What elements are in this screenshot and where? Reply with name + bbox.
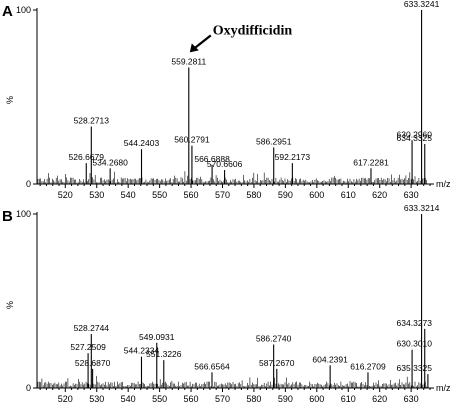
x-tick-label: 610 xyxy=(341,394,356,404)
y-tick-label: 100 xyxy=(16,5,31,15)
x-tick-label: 610 xyxy=(341,190,356,200)
x-tick-label: 600 xyxy=(309,394,324,404)
y-axis-label: % xyxy=(5,96,15,104)
x-tick-label: 630 xyxy=(404,190,419,200)
peak-label: 566.6888 xyxy=(194,154,230,164)
spectrum-panel-b: B 0 100% 520 530 540 550 560 570 580 590 600 610 620 6… xyxy=(2,203,451,404)
x-tick-label: 600 xyxy=(309,190,324,200)
x-tick-label: 580 xyxy=(246,190,261,200)
x-tick-label: 540 xyxy=(121,394,136,404)
peak-label: 544.2334 xyxy=(124,346,160,356)
y-tick-label: 100 xyxy=(16,209,31,219)
peak-label: 634.3273 xyxy=(397,318,433,328)
panel-label: B xyxy=(2,208,13,225)
x-tick-label: 530 xyxy=(89,394,104,404)
peak-label: 560.2791 xyxy=(174,135,210,145)
annotation-label: Oxydifficidin xyxy=(213,23,293,38)
peak-label: 528.2744 xyxy=(74,323,110,333)
peak-label: 551.3226 xyxy=(146,349,182,359)
x-tick-label: 560 xyxy=(184,394,199,404)
x-tick-label: 590 xyxy=(278,190,293,200)
baseline-noise xyxy=(37,375,427,388)
x-tick-label: 620 xyxy=(372,394,387,404)
x-axis-label: m/z xyxy=(436,179,451,189)
x-tick-label: 580 xyxy=(246,394,261,404)
peak-label: 586.2951 xyxy=(256,136,292,146)
peak-label: 633.3214 xyxy=(404,203,440,213)
x-axis-label: m/z xyxy=(436,383,451,393)
panel-label: A xyxy=(2,3,13,20)
peak-label: 566.6564 xyxy=(194,361,230,371)
peak-label: 544.2403 xyxy=(124,138,160,148)
peak-label: 586.2740 xyxy=(256,334,292,344)
x-tick-label: 560 xyxy=(184,190,199,200)
peak-label: 527.2509 xyxy=(70,342,106,352)
peak-label: 633.3241 xyxy=(404,0,440,9)
peak-label: 559.2811 xyxy=(171,56,206,66)
peak-label: 604.2391 xyxy=(312,354,348,364)
peak-label: 592.2173 xyxy=(275,152,311,162)
peak-label: 630.2960 xyxy=(397,130,433,140)
peak-label: 570.6606 xyxy=(207,159,243,169)
x-tick-label: 520 xyxy=(58,394,73,404)
x-tick-label: 590 xyxy=(278,394,293,404)
peak-label: 616.2709 xyxy=(350,361,386,371)
x-tick-label: 570 xyxy=(215,394,230,404)
peak-label: 534.2680 xyxy=(92,157,128,167)
x-tick-label: 550 xyxy=(152,190,167,200)
y-axis-label: % xyxy=(5,301,15,309)
x-tick-label: 570 xyxy=(215,190,230,200)
peak-label: 634.3325 xyxy=(397,133,433,143)
peak-label: 630.3010 xyxy=(397,339,433,349)
annotation-arrowhead xyxy=(189,43,199,53)
x-tick-label: 620 xyxy=(372,190,387,200)
y-tick-label: 0 xyxy=(26,383,31,393)
peak-label: 617.2281 xyxy=(353,157,389,167)
y-tick-label: 0 xyxy=(26,179,31,189)
x-tick-label: 530 xyxy=(89,190,104,200)
peak-label: 635.3325 xyxy=(397,363,433,373)
peak-label: 528.2713 xyxy=(74,116,110,126)
x-tick-label: 540 xyxy=(121,190,136,200)
x-tick-label: 630 xyxy=(404,394,419,404)
spectrum-panel-a: A 0 100% 520 530 540 550 560 570 580 590 600 610 620 6… xyxy=(2,0,451,200)
peak-label: 587.2670 xyxy=(259,358,295,368)
baseline-noise xyxy=(37,171,427,184)
peak-label: 549.0931 xyxy=(139,332,175,342)
peak-label: 526.6679 xyxy=(69,152,105,162)
x-tick-label: 550 xyxy=(152,394,167,404)
x-tick-label: 520 xyxy=(58,190,73,200)
peak-label: 528.6870 xyxy=(75,358,111,368)
